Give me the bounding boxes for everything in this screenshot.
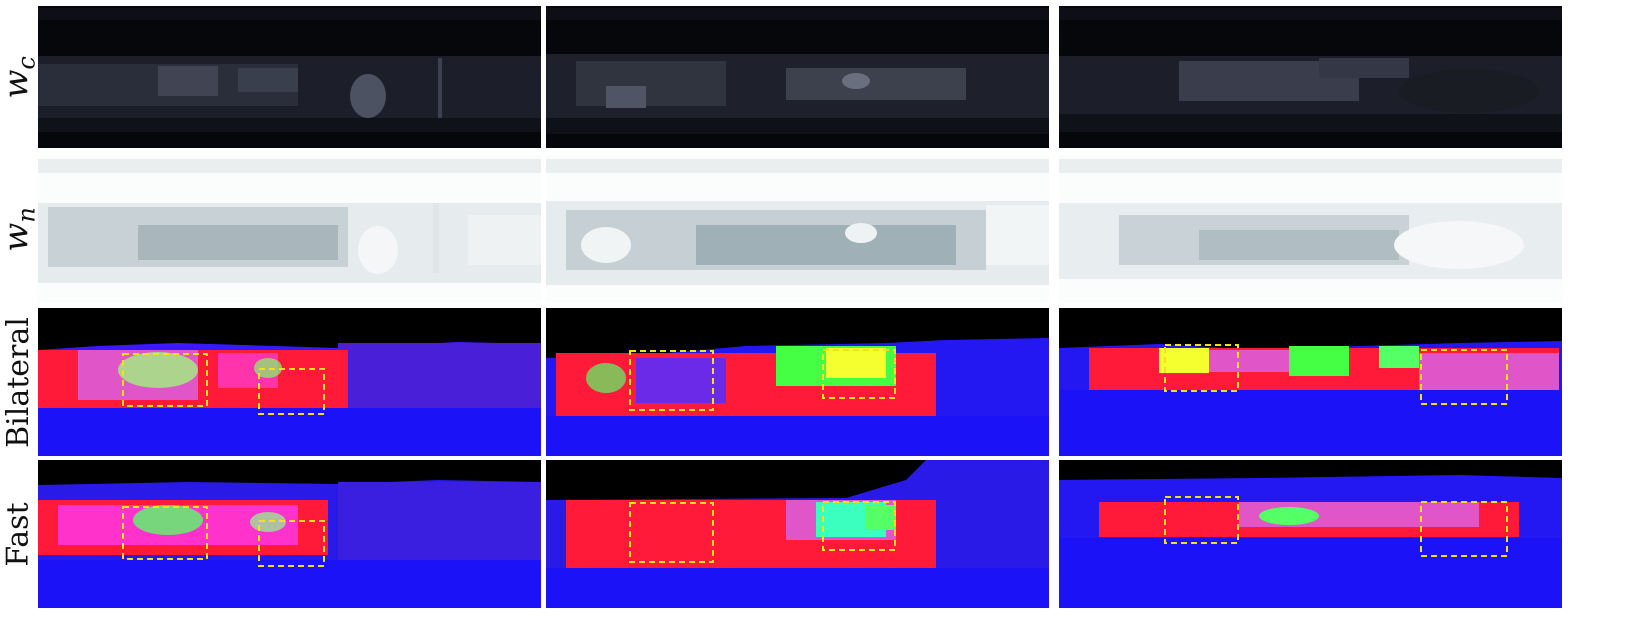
highlight-box (1164, 496, 1239, 544)
wn-panel-1 (38, 155, 541, 303)
wc-panel-2 (546, 6, 1049, 148)
fast-image-3 (1059, 460, 1562, 608)
fast-image-2 (546, 460, 1049, 608)
bilateral-image-2 (546, 308, 1049, 456)
wc-image-3 (1059, 6, 1562, 148)
wn-image-2 (546, 155, 1049, 303)
highlight-box (1164, 344, 1239, 392)
wn-panel-3 (1059, 155, 1562, 303)
row-label-wc: wc (0, 6, 40, 148)
wc-panel-3 (1059, 6, 1562, 148)
fast-panel-1 (38, 460, 541, 608)
highlight-box (122, 506, 208, 560)
row-label-bilateral: Bilateral (0, 308, 36, 456)
row-label-text: wc (0, 55, 41, 99)
row-label-text: Bilateral (0, 316, 36, 448)
fast-image-1 (38, 460, 541, 608)
highlight-box (822, 349, 896, 399)
highlight-box (629, 350, 714, 411)
row-label-fast: Fast (0, 460, 36, 608)
highlight-box (629, 502, 714, 563)
fast-panel-3 (1059, 460, 1562, 608)
bilateral-image-3 (1059, 308, 1562, 456)
wc-image-2 (546, 6, 1049, 148)
wc-image-1 (38, 6, 541, 148)
wn-panel-2 (546, 155, 1049, 303)
bilateral-panel-2 (546, 308, 1049, 456)
highlight-box (258, 520, 325, 567)
fast-panel-2 (546, 460, 1049, 608)
highlight-box (1420, 349, 1508, 405)
highlight-box (258, 368, 325, 415)
wc-panel-1 (38, 6, 541, 148)
highlight-box (1420, 501, 1508, 557)
bilateral-panel-1 (38, 308, 541, 456)
highlight-box (122, 353, 208, 407)
row-label-text: Fast (0, 501, 36, 567)
row-label-text: wn (0, 206, 41, 252)
wn-image-1 (38, 155, 541, 303)
highlight-box (822, 501, 896, 551)
bilateral-panel-3 (1059, 308, 1562, 456)
bilateral-image-1 (38, 308, 541, 456)
row-label-wn: wn (0, 155, 40, 303)
wn-image-3 (1059, 155, 1562, 303)
